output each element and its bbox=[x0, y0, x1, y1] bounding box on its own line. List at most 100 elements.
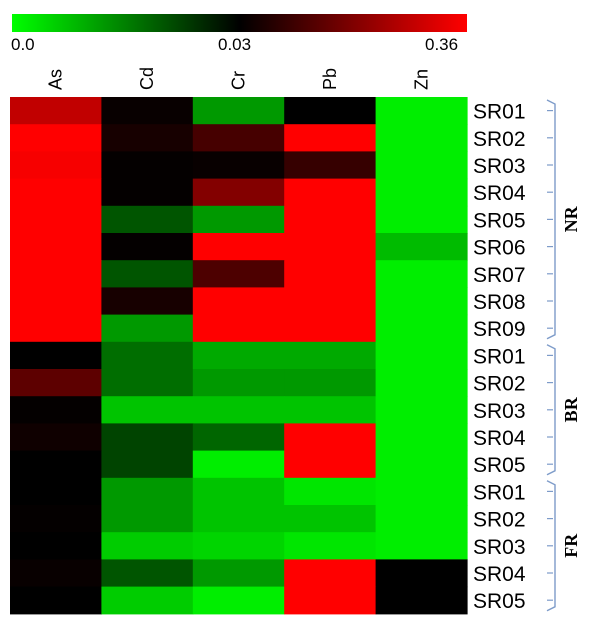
heatmap-cell bbox=[375, 178, 468, 207]
heatmap-cell bbox=[375, 287, 468, 316]
row-label: SR01 bbox=[473, 345, 526, 368]
heatmap-cell bbox=[375, 477, 468, 506]
heatmap-cell bbox=[375, 341, 468, 370]
heatmap-cell bbox=[375, 450, 468, 479]
heatmap-cell bbox=[10, 233, 102, 261]
heatmap-cell bbox=[284, 178, 377, 207]
column-label-as: As bbox=[46, 69, 66, 90]
colorbar-tick-mid: 0.03 bbox=[218, 35, 252, 54]
heatmap-cell bbox=[192, 314, 285, 343]
heatmap-cell bbox=[192, 260, 285, 288]
heatmap-cell bbox=[375, 505, 468, 533]
heatmap-cell bbox=[10, 287, 102, 316]
heatmap-cell bbox=[10, 559, 102, 588]
heatmap-cell bbox=[192, 396, 285, 424]
heatmap-cell bbox=[101, 396, 194, 424]
heatmap-cell bbox=[101, 205, 194, 234]
heatmap-cell bbox=[10, 477, 102, 506]
heatmap-cell bbox=[284, 532, 377, 560]
heatmap-cell bbox=[101, 586, 194, 615]
heatmap-cell bbox=[10, 341, 102, 370]
heatmap-cell bbox=[101, 477, 194, 506]
group-bracket-fr bbox=[546, 480, 556, 612]
heatmap-cell bbox=[192, 505, 285, 533]
heatmap-cell bbox=[101, 151, 194, 180]
heatmap-cell bbox=[101, 505, 194, 533]
column-label-cd: Cd bbox=[137, 67, 157, 90]
heatmap-cell bbox=[192, 287, 285, 316]
heatmap-cell bbox=[284, 124, 377, 152]
heatmap-cell bbox=[192, 178, 285, 207]
row-label: SR07 bbox=[473, 264, 526, 287]
heatmap-cell bbox=[101, 450, 194, 479]
row-label: SR01 bbox=[473, 481, 526, 504]
heatmap-cell bbox=[101, 532, 194, 560]
heatmap-cell bbox=[101, 559, 194, 588]
heatmap-cell bbox=[192, 477, 285, 506]
heatmap-cell bbox=[284, 260, 377, 288]
heatmap-cell bbox=[375, 205, 468, 234]
row-label: SR04 bbox=[473, 182, 526, 205]
row-label: SR03 bbox=[473, 400, 526, 423]
group-bracket-br bbox=[546, 344, 556, 476]
heatmap-cell bbox=[375, 396, 468, 424]
heatmap-cell bbox=[10, 396, 102, 424]
heatmap-cell bbox=[101, 369, 194, 397]
group-label-fr: FR bbox=[561, 533, 581, 558]
heatmap-cell bbox=[10, 97, 102, 125]
heatmap-cell bbox=[101, 341, 194, 370]
heatmap-cell bbox=[192, 151, 285, 180]
group-label-nr: NR bbox=[561, 205, 581, 232]
heatmap-cell bbox=[101, 314, 194, 343]
heatmap-cell bbox=[192, 369, 285, 397]
column-label-zn: Zn bbox=[411, 69, 431, 90]
heatmap-cell bbox=[10, 505, 102, 533]
heatmap-cell bbox=[284, 314, 377, 343]
heatmap-cell bbox=[284, 450, 377, 479]
heatmap-cell bbox=[192, 450, 285, 479]
heatmap-cell bbox=[375, 124, 468, 152]
row-label: SR04 bbox=[473, 427, 526, 450]
row-label: SR02 bbox=[473, 373, 526, 396]
heatmap-cell bbox=[375, 586, 468, 615]
group-label-br: BR bbox=[561, 396, 581, 422]
row-label: SR02 bbox=[473, 128, 526, 151]
heatmap-cell bbox=[375, 423, 468, 452]
heatmap-cell bbox=[284, 287, 377, 316]
heatmap-cell bbox=[284, 559, 377, 588]
heatmap-cell bbox=[192, 97, 285, 125]
row-label: SR08 bbox=[473, 291, 526, 314]
heatmap-cell bbox=[10, 314, 102, 343]
heatmap-cell bbox=[284, 233, 377, 261]
heatmap-cell bbox=[192, 532, 285, 560]
heatmap-cell bbox=[375, 369, 468, 397]
row-label: SR03 bbox=[473, 536, 526, 559]
heatmap-cell bbox=[101, 97, 194, 125]
heatmap-cell bbox=[101, 178, 194, 207]
heatmap-cell bbox=[10, 151, 102, 180]
heatmap-cell bbox=[192, 205, 285, 234]
heatmap-cell bbox=[284, 369, 377, 397]
heatmap-cell bbox=[192, 233, 285, 261]
heatmap-cell bbox=[10, 532, 102, 560]
row-label: SR05 bbox=[473, 209, 526, 232]
group-bracket-nr bbox=[546, 99, 556, 340]
heatmap-cell bbox=[101, 423, 194, 452]
heatmap-cell bbox=[192, 586, 285, 615]
heatmap-cell bbox=[10, 586, 102, 615]
heatmap-cell bbox=[10, 178, 102, 207]
row-label: SR03 bbox=[473, 155, 526, 178]
heatmap-cell bbox=[284, 97, 377, 125]
heatmap-cell bbox=[101, 260, 194, 288]
heatmap-cell bbox=[10, 124, 102, 152]
heatmap-cell bbox=[192, 559, 285, 588]
heatmap-cell bbox=[284, 586, 377, 615]
heatmap-cell bbox=[10, 423, 102, 452]
heatmap-cell bbox=[284, 341, 377, 370]
heatmap-cell bbox=[284, 151, 377, 180]
heatmap-cell bbox=[375, 260, 468, 288]
heatmap-cell bbox=[192, 124, 285, 152]
heatmap-cell bbox=[10, 260, 102, 288]
heatmap-cell bbox=[101, 124, 194, 152]
